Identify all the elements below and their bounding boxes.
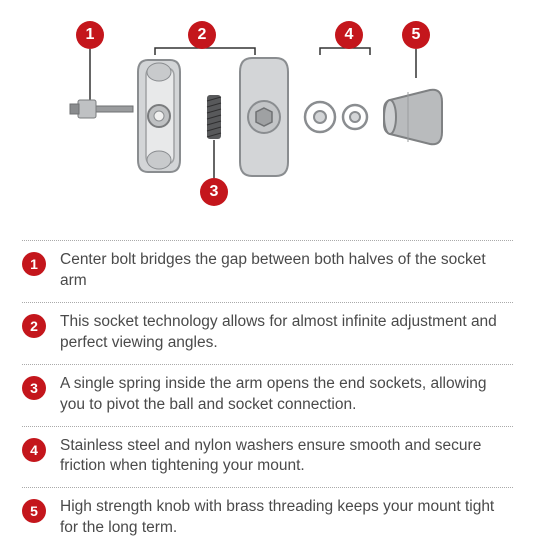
diagram-badge-3: 3 [200, 178, 228, 206]
part-knob [384, 90, 442, 145]
list-item: 4 Stainless steel and nylon washers ensu… [22, 426, 513, 488]
part-arm-right [240, 58, 288, 176]
item-text: Center bolt bridges the gap between both… [60, 250, 513, 292]
part-bolt [70, 100, 133, 118]
item-badge: 2 [22, 314, 46, 338]
part-arm-left [138, 60, 180, 172]
item-badge: 4 [22, 438, 46, 462]
diagram-badge-1: 1 [76, 21, 104, 49]
exploded-diagram: 1 2 3 4 5 [0, 0, 535, 240]
item-text: Stainless steel and nylon washers ensure… [60, 436, 513, 478]
badge-number: 1 [86, 26, 95, 44]
description-list: 1 Center bolt bridges the gap between bo… [0, 240, 535, 559]
badge-number: 4 [345, 26, 354, 44]
list-item: 1 Center bolt bridges the gap between bo… [22, 240, 513, 302]
part-washers [305, 102, 367, 132]
item-badge: 3 [22, 376, 46, 400]
item-text: This socket technology allows for almost… [60, 312, 513, 354]
list-item: 3 A single spring inside the arm opens t… [22, 364, 513, 426]
list-item: 2 This socket technology allows for almo… [22, 302, 513, 364]
diagram-badge-2: 2 [188, 21, 216, 49]
list-item: 5 High strength knob with brass threadin… [22, 487, 513, 549]
item-text: High strength knob with brass threading … [60, 497, 513, 539]
part-spring [207, 95, 221, 139]
item-badge: 1 [22, 252, 46, 276]
item-text: A single spring inside the arm opens the… [60, 374, 513, 416]
badge-number: 3 [210, 183, 219, 201]
diagram-badge-4: 4 [335, 21, 363, 49]
item-badge: 5 [22, 499, 46, 523]
diagram-badge-5: 5 [402, 21, 430, 49]
badge-number: 5 [412, 26, 421, 44]
badge-number: 2 [198, 26, 207, 44]
